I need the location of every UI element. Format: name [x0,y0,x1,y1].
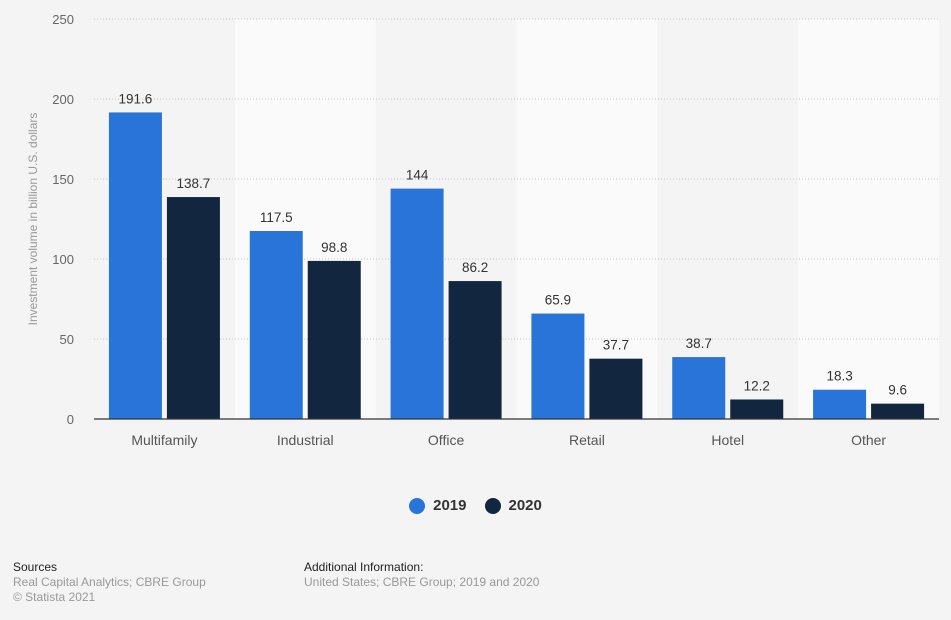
legend-label: 2019 [433,497,467,514]
data-label: 98.8 [321,240,347,255]
bar-2020-other [871,403,925,419]
data-label: 144 [406,168,429,183]
bar-2019-other [813,389,867,419]
bar-2020-multifamily [166,197,220,419]
bar-2020-hotel [730,399,784,419]
y-axis-label: Investment volume in billion U.S. dollar… [26,113,40,326]
y-tick-label: 50 [60,332,74,347]
sources-text: Real Capital Analytics; CBRE Group [13,575,206,589]
x-tick-label: Multifamily [131,432,197,448]
y-tick-label: 250 [52,12,74,27]
x-tick-label: Other [851,432,886,448]
additional-info-title: Additional Information: [304,560,424,574]
additional-info-block: Additional Information: United States; C… [304,560,539,590]
x-tick-label: Industrial [277,432,334,448]
legend-dot-2020 [484,497,501,514]
bar-2019-hotel [672,357,726,419]
sources-block: Sources Real Capital Analytics; CBRE Gro… [13,560,206,605]
legend-label: 2020 [508,497,542,514]
data-label: 86.2 [462,260,488,275]
sources-title: Sources [13,560,58,574]
legend: 2019 2020 [0,497,951,514]
bar-2020-office [448,281,502,419]
bar-2019-office [390,188,444,419]
bar-2020-industrial [307,260,361,419]
copyright: © Statista 2021 [13,590,96,604]
category-band [798,19,939,419]
data-label: 38.7 [686,336,712,351]
legend-item-2019[interactable]: 2019 [409,497,467,514]
data-label: 37.7 [603,338,629,353]
x-tick-label: Hotel [711,432,744,448]
y-tick-label: 100 [52,252,74,267]
data-label: 65.9 [545,293,571,308]
y-tick-label: 0 [67,412,74,427]
bar-2019-retail [531,313,585,419]
bar-2019-industrial [249,231,303,419]
data-label: 18.3 [826,369,852,384]
x-tick-label: Retail [569,432,605,448]
legend-item-2020[interactable]: 2020 [484,497,542,514]
data-label: 191.6 [119,91,153,106]
y-tick-label: 200 [52,92,74,107]
data-label: 12.2 [744,378,770,393]
y-tick-label: 150 [52,172,74,187]
legend-dot-2019 [409,497,426,514]
bar-2020-retail [589,358,643,419]
x-tick-label: Office [428,432,465,448]
bar-2019-multifamily [108,112,162,419]
data-label: 138.7 [177,176,211,191]
data-label: 117.5 [260,210,293,225]
additional-info-text: United States; CBRE Group; 2019 and 2020 [304,575,540,589]
data-label: 9.6 [888,383,907,398]
bar-chart: 0 50 100 150 200 250 191.6 138.7 117.5 98.8 144 86… [26,12,939,448]
